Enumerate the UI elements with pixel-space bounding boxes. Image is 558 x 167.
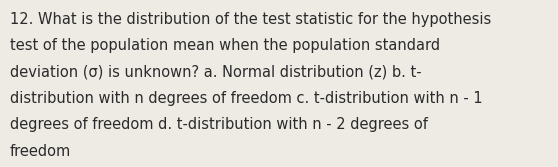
Text: distribution with n degrees of freedom c. t-distribution with n - 1: distribution with n degrees of freedom c… [10,91,483,106]
Text: 12. What is the distribution of the test statistic for the hypothesis: 12. What is the distribution of the test… [10,12,491,27]
Text: test of the population mean when the population standard: test of the population mean when the pop… [10,38,440,53]
Text: degrees of freedom d. t-distribution with n - 2 degrees of: degrees of freedom d. t-distribution wit… [10,117,428,132]
Text: freedom: freedom [10,144,71,159]
Text: deviation (σ) is unknown? a. Normal distribution (z) b. t-: deviation (σ) is unknown? a. Normal dist… [10,64,422,79]
